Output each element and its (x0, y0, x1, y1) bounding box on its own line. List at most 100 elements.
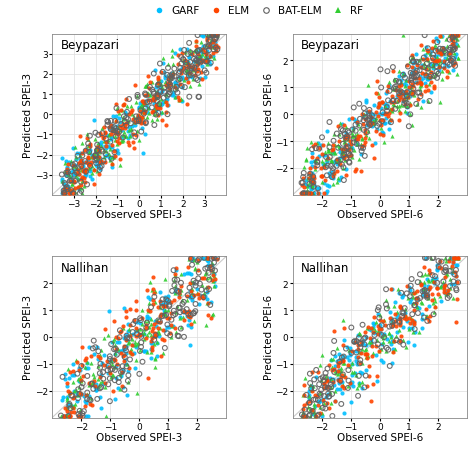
Point (332, 387, 339, 395)
Point (174, 83, 182, 90)
Point (207, 45, 214, 52)
Point (336, 120, 343, 128)
Point (349, 133, 356, 140)
Point (366, 109, 374, 117)
Point (403, 282, 411, 290)
Point (307, 190, 314, 197)
Point (206, 262, 213, 269)
Point (441, 48, 448, 56)
Point (63, 403, 71, 411)
Point (432, 70, 440, 77)
Point (210, 255, 217, 262)
Point (324, 384, 331, 392)
Point (66, 369, 73, 376)
Point (100, 154, 108, 161)
Point (440, 269, 448, 276)
Point (115, 140, 122, 148)
Point (169, 71, 176, 78)
Point (402, 82, 410, 89)
Point (367, 339, 375, 346)
Point (328, 364, 336, 371)
Point (144, 313, 151, 320)
Point (66, 174, 74, 181)
Point (195, 81, 202, 88)
Point (427, 73, 435, 80)
Point (451, 54, 459, 61)
Point (311, 141, 319, 148)
Point (166, 75, 173, 83)
Point (454, 255, 462, 262)
Point (380, 120, 388, 128)
Point (81, 357, 88, 364)
Point (385, 84, 393, 91)
Point (135, 117, 142, 124)
Point (131, 338, 139, 346)
Point (131, 122, 139, 129)
Point (80, 372, 87, 380)
Point (77, 188, 85, 195)
Point (165, 72, 173, 79)
Point (451, 269, 459, 276)
Point (120, 335, 128, 342)
Point (401, 108, 409, 116)
Point (128, 126, 135, 134)
Point (58, 176, 66, 183)
Point (162, 312, 170, 319)
Point (206, 38, 214, 45)
Point (213, 33, 221, 40)
Point (70, 367, 77, 375)
Point (448, 269, 456, 277)
Point (204, 255, 211, 262)
Point (94, 146, 101, 153)
Point (149, 325, 156, 332)
Point (98, 125, 106, 133)
Point (340, 155, 348, 162)
Point (152, 104, 159, 112)
Point (171, 66, 178, 73)
Point (365, 120, 372, 128)
Point (321, 384, 329, 391)
Point (135, 114, 143, 121)
Point (87, 395, 95, 402)
Point (308, 185, 315, 193)
Point (73, 171, 81, 179)
Point (441, 290, 449, 297)
Point (396, 95, 403, 102)
Point (115, 151, 122, 158)
Point (191, 282, 199, 290)
Point (61, 412, 68, 420)
Point (424, 76, 431, 84)
Point (426, 313, 434, 320)
Point (206, 263, 214, 270)
Point (153, 319, 161, 326)
Point (153, 353, 161, 360)
Point (61, 412, 68, 420)
Point (314, 398, 322, 405)
Point (402, 344, 410, 351)
Point (91, 382, 99, 389)
Point (141, 98, 149, 105)
Point (160, 89, 168, 96)
Point (163, 300, 171, 308)
Point (306, 179, 313, 187)
Point (422, 70, 430, 78)
Point (436, 51, 444, 59)
Point (423, 293, 430, 300)
Point (422, 66, 430, 73)
Point (322, 164, 329, 172)
Point (407, 314, 414, 322)
Point (152, 318, 159, 325)
Legend: GARF, ELM, BAT-ELM, RF: GARF, ELM, BAT-ELM, RF (148, 5, 364, 17)
Point (381, 332, 389, 339)
Point (183, 67, 191, 74)
Point (145, 92, 153, 100)
Point (343, 136, 350, 143)
Point (85, 149, 93, 157)
Point (440, 65, 448, 73)
Point (388, 317, 395, 325)
Point (117, 127, 124, 134)
Point (355, 329, 363, 336)
Point (359, 121, 367, 128)
Point (330, 159, 337, 166)
Point (298, 411, 306, 418)
